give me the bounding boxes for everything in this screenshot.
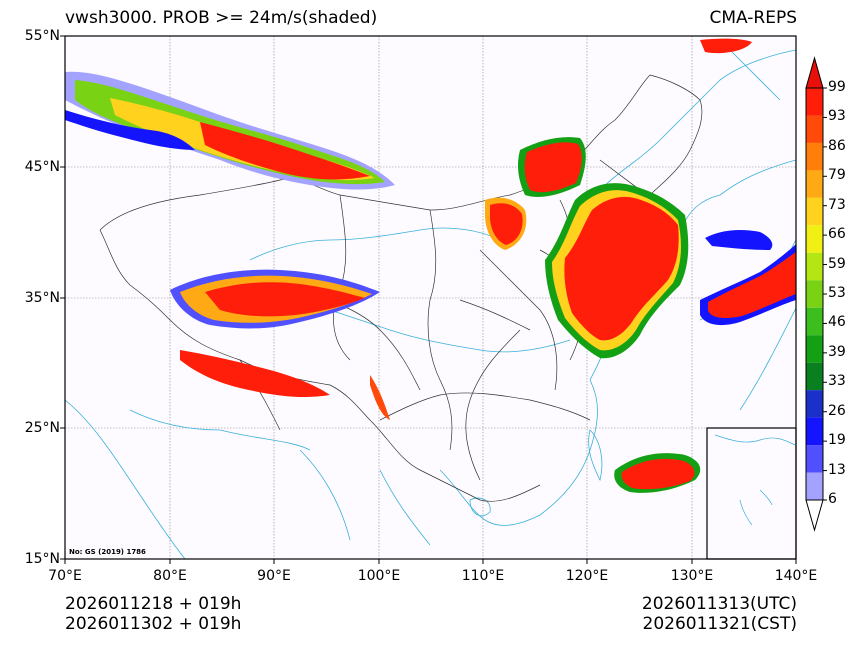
inset-map-coast: [714, 434, 796, 526]
colorbar-tick-label: 86: [828, 137, 846, 154]
footer-init-time: 2026011218 + 019h 2026011302 + 019h: [65, 594, 241, 634]
colorbar-tick-label: 99: [828, 79, 846, 95]
colorbar-tick-label: 39: [828, 343, 846, 360]
colorbar: [805, 56, 827, 532]
colorbar-segment: [806, 170, 823, 198]
lon-label-90: 90°E: [257, 568, 291, 584]
probability-shading: [65, 38, 796, 493]
colorbar-tick-label: 26: [828, 402, 846, 419]
colorbar-tick-label: 73: [828, 196, 846, 213]
colorbar-segment: [806, 472, 823, 500]
lon-label-100: 100°E: [357, 568, 401, 584]
footer-init-cst: 2026011302 + 019h: [65, 614, 242, 634]
colorbar-segment: [806, 142, 823, 171]
model-name: CMA-REPS: [709, 8, 797, 28]
footer-init-utc: 2026011218 + 019h: [65, 594, 242, 614]
colorbar-tick-label: 66: [828, 226, 846, 243]
lon-label-140: 140°E: [774, 568, 818, 584]
colorbar-segment: [806, 417, 823, 446]
colorbar-tick-label: 79: [828, 167, 846, 184]
lat-label-45: 45°N: [24, 159, 60, 175]
colorbar-tick-label: 33: [828, 373, 846, 390]
footer-valid-time: 2026011313(UTC) 2026011321(CST): [642, 594, 797, 634]
lon-label-130: 130°E: [670, 568, 714, 584]
colorbar-segment: [806, 445, 823, 473]
colorbar-segment: [806, 307, 823, 336]
colorbar-tick-label: 59: [828, 255, 846, 272]
colorbar-segment: [806, 335, 823, 363]
colorbar-segment: [806, 225, 823, 253]
map-approval-note: No: GS (2019) 1786: [69, 548, 146, 556]
colorbar-over-triangle: [805, 56, 824, 89]
lon-label-110: 110°E: [461, 568, 505, 584]
chart-title: vwsh3000. PROB >= 24m/s(shaded): [65, 8, 378, 28]
lat-label-35: 35°N: [24, 290, 60, 306]
colorbar-segment: [806, 390, 823, 418]
colorbar-segment: [806, 280, 823, 308]
lon-label-120: 120°E: [565, 568, 609, 584]
axis-ticks: [60, 35, 797, 564]
colorbar-segment: [806, 88, 823, 116]
lat-label-15: 15°N: [24, 551, 60, 567]
colorbar-tick-label: 46: [828, 314, 846, 331]
colorbar-tick-label: 93: [828, 108, 846, 125]
lat-label-55: 55°N: [24, 28, 60, 44]
footer-valid-cst: 2026011321(CST): [642, 614, 797, 634]
colorbar-under-triangle: [805, 499, 824, 532]
colorbar-segment: [806, 362, 823, 391]
footer-valid-utc: 2026011313(UTC): [641, 594, 797, 614]
colorbar-tick-label: 53: [828, 285, 846, 301]
colorbar-segment: [806, 197, 823, 226]
colorbar-tick-label: 6: [828, 491, 837, 507]
colorbar-segment: [806, 252, 823, 281]
colorbar-tick-label: 13: [828, 461, 846, 478]
graticule: [65, 36, 796, 559]
inset-map-frame: [706, 427, 797, 560]
lat-label-25: 25°N: [24, 420, 60, 436]
colorbar-tick-label: 19: [828, 432, 846, 449]
lon-label-70: 70°E: [48, 568, 82, 584]
colorbar-segment: [806, 115, 823, 143]
lon-label-80: 80°E: [153, 568, 187, 584]
